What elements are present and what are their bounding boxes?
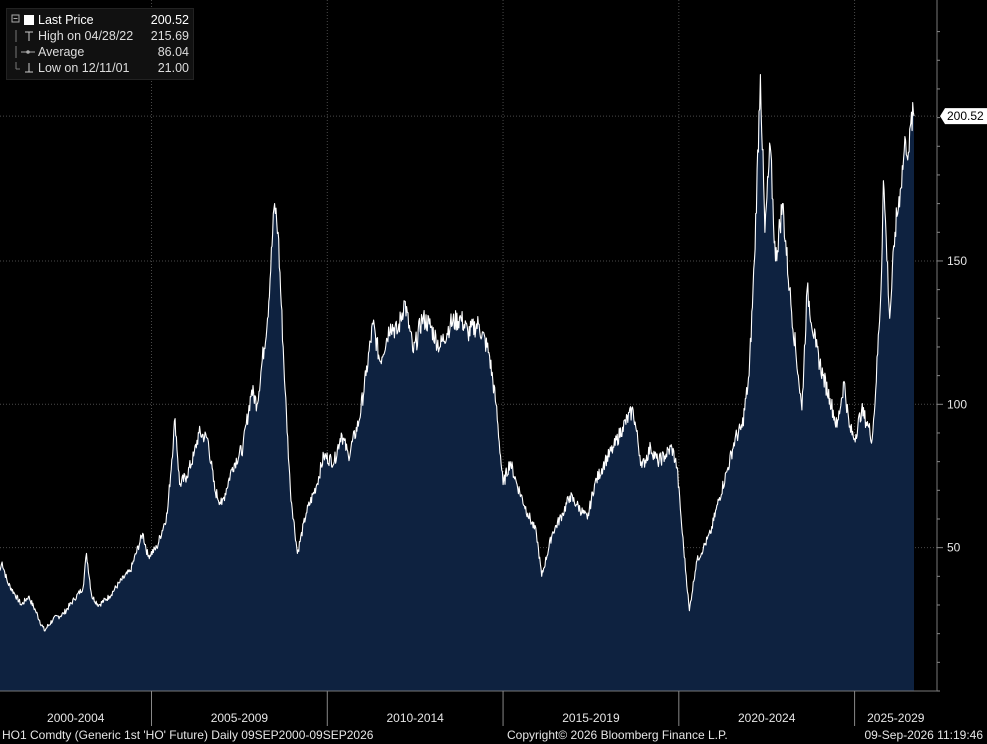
legend-value: 21.00 [157, 61, 189, 75]
high-marker-icon [15, 30, 33, 42]
x-tick-label: 2010-2014 [386, 711, 444, 725]
x-tick-label: 2000-2004 [47, 711, 105, 725]
x-axis-ticks: 2000-2004 2005-2009 2010-2014 2015-2019 2020… [47, 691, 925, 726]
legend-label: Average [38, 45, 85, 59]
price-area [0, 74, 914, 692]
x-tick-label: 2005-2009 [211, 711, 269, 725]
footer-bar: HO1 Comdty (Generic 1st 'HO' Future) Dai… [0, 726, 987, 744]
last-price-tag: 200.52 [940, 108, 987, 125]
y-axis-ticks: 50 100 150 [937, 31, 967, 692]
legend-row-low[interactable]: Low on 12/11/01 21.00 [7, 60, 193, 76]
legend-value: 215.69 [150, 29, 189, 43]
legend: Last Price 200.52 High on 04/28/22 215.6… [6, 8, 194, 80]
low-marker-icon [15, 62, 33, 73]
legend-label: High on 04/28/22 [38, 29, 134, 43]
legend-row-last-price[interactable]: Last Price 200.52 [7, 12, 193, 28]
filled-square-icon [11, 14, 34, 25]
footer-ticker-description: HO1 Comdty (Generic 1st 'HO' Future) Dai… [2, 728, 374, 742]
legend-row-high[interactable]: High on 04/28/22 215.69 [7, 28, 193, 44]
y-tick-label: 50 [947, 541, 961, 555]
average-line-icon [15, 46, 35, 58]
price-line [0, 74, 915, 632]
last-price-tag-shape [940, 108, 987, 125]
x-tick-label: 2015-2019 [562, 711, 620, 725]
last-price-tag-label: 200.52 [947, 109, 984, 123]
y-tick-label: 100 [947, 397, 967, 411]
legend-label: Low on 12/11/01 [38, 61, 130, 75]
footer-copyright: Copyright© 2026 Bloomberg Finance L.P. [507, 728, 728, 742]
legend-label: Last Price [38, 13, 94, 27]
y-tick-label: 150 [947, 254, 967, 268]
x-tick-label: 2025-2029 [867, 711, 925, 725]
legend-value: 86.04 [157, 45, 189, 59]
legend-row-average[interactable]: Average 86.04 [7, 44, 193, 60]
x-tick-label: 2020-2024 [738, 711, 796, 725]
footer-timestamp: 09-Sep-2026 11:19:46 [864, 728, 983, 742]
legend-value: 200.52 [150, 13, 189, 27]
